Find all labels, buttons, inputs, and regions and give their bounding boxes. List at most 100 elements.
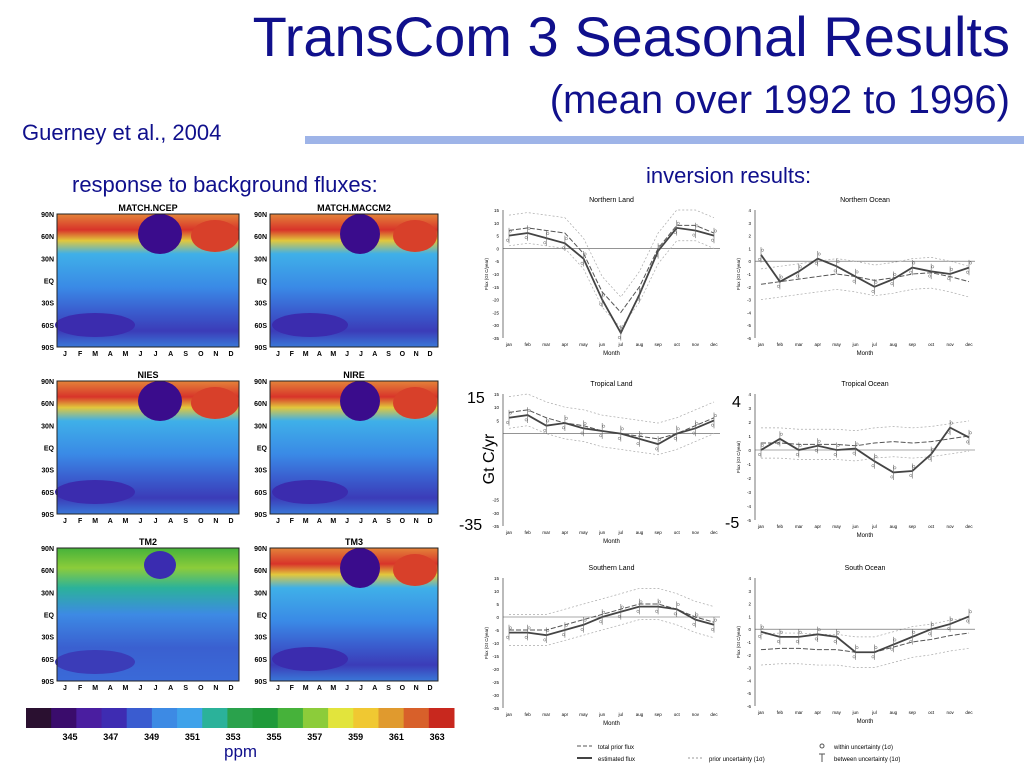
x-tick-label: sep [909,710,917,715]
data-point [527,408,531,412]
month-label: S [386,351,391,358]
lat-label: EQ [257,279,268,286]
colorbar-swatch [202,708,228,728]
data-point [602,293,606,297]
x-axis-label: Month [857,533,874,539]
heatmap-match-ncep: MATCH.NCEP [55,203,239,347]
y-tick-label: -5 [747,518,751,523]
y-tick-label: 10 [494,589,500,594]
data-point [950,267,954,271]
lat-label: 60N [41,234,54,241]
data-point [546,232,550,236]
month-label: S [386,518,391,525]
uncertainty-lower [760,287,970,300]
y-tick-label: 1 [748,434,751,439]
uncertainty-upper [509,588,715,615]
data-point [871,655,875,659]
data-point [509,229,512,233]
month-label: O [198,685,204,692]
data-point [506,238,509,242]
x-tick-label: sep [654,712,662,717]
data-point [950,618,954,621]
data-point [527,626,531,630]
data-point [874,646,878,650]
data-point [795,640,799,643]
x-axis-label: Month [603,721,620,727]
colorbar-swatch [328,708,354,728]
data-point [714,414,717,418]
data-point [947,430,951,434]
y-axis-label: Flux (Gt C/year) [484,258,489,291]
prior-flux-line [760,632,970,653]
panel-title: Tropical Land [590,381,632,388]
data-point [909,640,913,643]
y-tick-label: -4 [747,504,751,509]
data-point [833,453,837,456]
lat-label: 30N [254,423,267,430]
panel-title: South Ocean [845,565,886,572]
y-tick-label: -5 [495,259,499,264]
lat-label: 60S [42,657,55,664]
data-point [947,277,951,281]
y-tick-label: -4 [747,310,751,315]
x-tick-label: sep [654,342,662,347]
x-tick-label: dec [965,342,973,347]
data-point [620,605,624,609]
estimated-flux-line [508,414,715,446]
inversion-panel: Tropical Ocean 4 3 2 1 0 -1 -2 -3 -4 -5 jan feb mar ap… [736,381,975,539]
y-tick-label: 5 [496,602,499,607]
x-tick-label: aug [636,712,644,717]
x-tick-label: sep [909,342,917,347]
data-point [617,436,621,440]
month-label: M [92,351,98,358]
x-tick-label: dec [965,710,973,715]
y-tick-label: 1 [748,614,751,619]
data-point [527,226,531,230]
data-point [658,437,662,441]
data-point [931,265,935,269]
data-point [912,630,916,634]
heatmap-title: TM2 [139,537,157,547]
x-tick-label: feb [777,524,784,529]
data-point [583,422,587,426]
data-point [779,630,783,634]
x-tick-label: jun [852,710,860,715]
data-point [561,426,565,430]
legend-prior-uncertainty: prior uncertainty (1σ) [709,757,765,763]
data-point [639,432,643,436]
inversion-panel: Tropical Land151050-5-10-15-20-25-30-35j… [484,381,720,545]
heatmap-tm3: TM3 [270,537,438,681]
x-tick-label: sep [654,530,662,535]
panel-legend: total prior flux estimated flux prior un… [577,743,900,763]
colorbar-label: 345 [62,732,77,742]
lat-label: 60N [41,401,54,408]
lat-label: 90S [42,512,55,519]
lat-label: 60S [255,657,268,664]
colorbar-swatch [277,708,304,728]
x-axis-label: Month [603,539,620,545]
x-tick-label: may [579,530,588,535]
heatmap-tm2: TM2 [55,537,239,681]
lat-label: 60S [42,323,55,330]
month-label: D [228,685,233,692]
month-label: S [183,685,188,692]
month-label: F [78,351,83,358]
x-tick-label: mar [795,710,803,715]
colorbar-swatch [26,708,52,728]
month-label: D [427,518,432,525]
x-tick-label: apr [814,342,821,347]
x-axis-label: Month [857,719,874,725]
data-point [655,447,659,451]
x-tick-label: aug [890,342,898,347]
data-point [620,326,624,330]
y-tick-label: -3 [747,298,751,303]
data-point [580,628,584,631]
inversion-panel: Northern Ocean 4 3 2 1 0 -1 -2 -3 -4 -5 -6 jan feb mar… [736,197,975,357]
x-tick-label: may [579,712,588,717]
data-point [676,221,680,225]
x-tick-label: jan [505,712,513,717]
month-label: N [414,351,419,358]
lat-label: 60S [255,490,268,497]
unit-label: ppm [224,742,258,761]
